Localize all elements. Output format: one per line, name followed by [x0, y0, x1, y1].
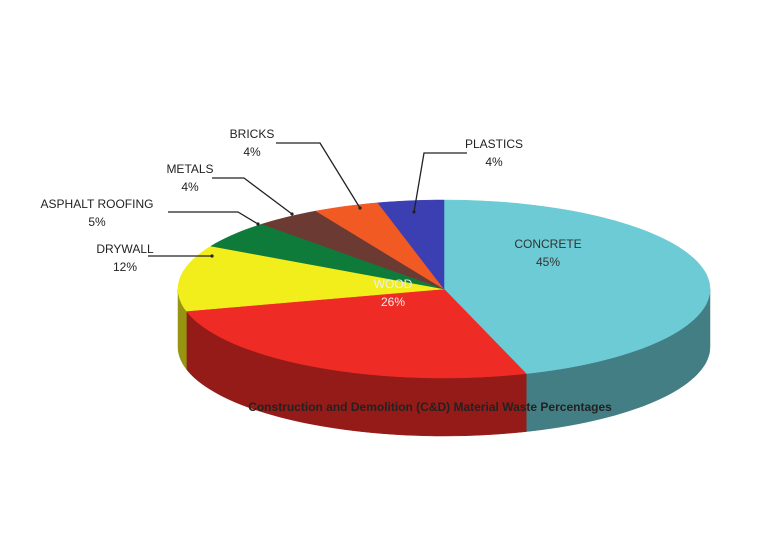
category-label: METALS	[166, 162, 213, 176]
leader-line	[413, 152, 467, 213]
leader-line	[168, 211, 259, 225]
value-label: 4%	[181, 180, 199, 194]
value-label: 45%	[536, 255, 560, 269]
pie-tops	[177, 199, 711, 379]
category-label: BRICKS	[230, 127, 275, 141]
category-label: PLASTICS	[465, 137, 523, 151]
leader-line	[276, 142, 361, 209]
pie-slice	[177, 245, 445, 312]
pie-slice	[443, 199, 711, 374]
category-label: ASPHALT ROOFING	[41, 197, 154, 211]
value-label: 5%	[88, 215, 106, 229]
leader-tip	[210, 254, 214, 258]
leader-tip	[290, 212, 294, 216]
leader-line	[212, 177, 293, 215]
value-label: 26%	[381, 295, 405, 309]
leader-tip	[358, 206, 362, 210]
pie-slice	[261, 210, 445, 290]
category-label: CONCRETE	[514, 237, 581, 251]
leader-tip	[412, 210, 416, 214]
category-label: WOOD	[374, 277, 413, 291]
labels: CONCRETE 45% WOOD 26% DRYWALL 12% ASPHALT ROOF…	[41, 127, 582, 309]
pie-slice	[377, 199, 445, 290]
pie-slice	[210, 223, 445, 290]
pie-slice	[315, 202, 445, 290]
value-label: 4%	[485, 155, 503, 169]
leader-tip	[256, 222, 260, 226]
value-label: 4%	[243, 145, 261, 159]
chart-title: Construction and Demolition (C&D) Materi…	[248, 400, 612, 414]
category-label: DRYWALL	[96, 242, 154, 256]
value-label: 12%	[113, 260, 137, 274]
pie-slice	[185, 288, 527, 379]
